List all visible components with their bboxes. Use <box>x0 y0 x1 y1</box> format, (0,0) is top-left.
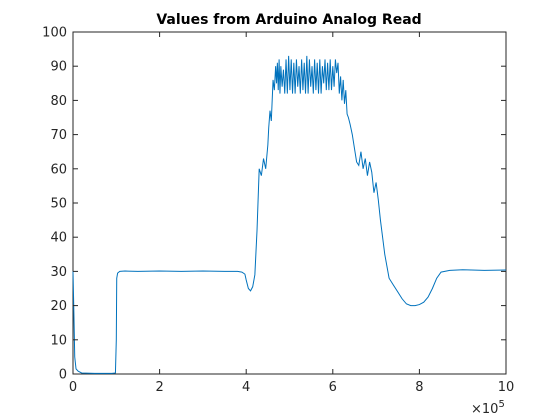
y-tick-label: 40 <box>50 231 67 246</box>
y-tick-label: 70 <box>50 128 67 143</box>
y-tick-label: 60 <box>50 162 67 177</box>
x-tick-label: 0 <box>69 380 77 395</box>
y-tick-label: 0 <box>59 368 67 383</box>
x-exponent-label: ×105 <box>471 399 505 417</box>
x-tick-label: 8 <box>415 380 423 395</box>
y-tick-label: 90 <box>50 60 67 75</box>
x-exponent-base: ×10 <box>471 402 498 417</box>
x-tick-label: 4 <box>242 380 250 395</box>
series-line <box>72 55 507 374</box>
y-tick-label: 100 <box>42 26 67 41</box>
x-tick-label: 10 <box>498 380 515 395</box>
y-tick-label: 80 <box>50 94 67 109</box>
y-tick-label: 20 <box>50 299 67 314</box>
plot-area <box>72 31 507 375</box>
y-tick-label: 30 <box>50 265 67 280</box>
chart-title: Values from Arduino Analog Read <box>156 12 421 28</box>
x-tick-label: 2 <box>155 380 163 395</box>
y-tick-label: 50 <box>50 197 67 212</box>
x-exponent-power: 5 <box>498 399 504 410</box>
y-tick-label: 10 <box>50 333 67 348</box>
x-axis: 0 2 4 6 8 10 <box>69 32 514 395</box>
y-axis: 0 10 20 30 40 50 60 70 80 90 100 <box>42 26 506 383</box>
x-tick-label: 6 <box>329 380 337 395</box>
